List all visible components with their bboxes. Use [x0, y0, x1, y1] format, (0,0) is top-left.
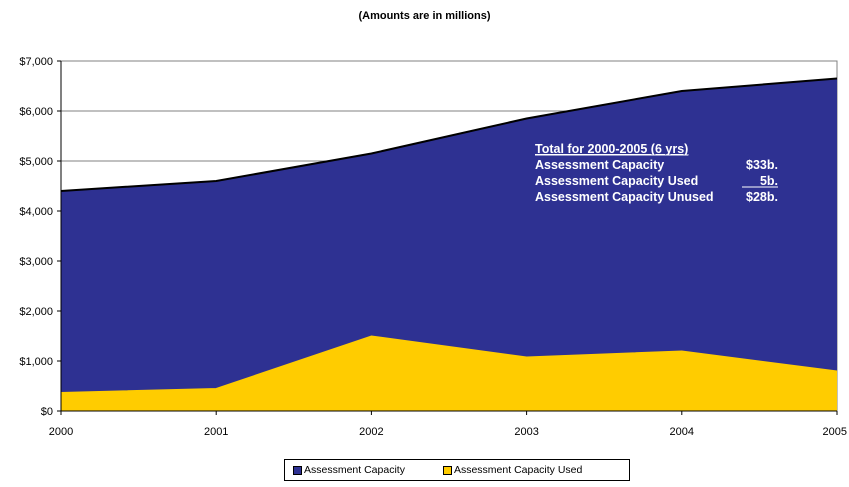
annotation-heading: Total for 2000-2005 (6 yrs) [535, 142, 688, 156]
x-tick-label-4: 2004 [670, 426, 694, 438]
annotation-label-0: Assessment Capacity [535, 158, 664, 172]
y-tick-label-4: $4,000 [19, 206, 53, 218]
annotation-value-0: $33b. [746, 158, 778, 172]
legend-item-assessment-capacity-used: Assessment Capacity Used [442, 464, 583, 476]
y-tick-label-1: $1,000 [19, 356, 53, 368]
y-tick-label-5: $5,000 [19, 156, 53, 168]
y-tick-label-6: $6,000 [19, 106, 53, 118]
annotation-label-2: Assessment Capacity Unused [535, 190, 714, 204]
area-outline-series-0 [60, 77, 838, 192]
x-tick-label-0: 2000 [49, 426, 73, 438]
legend-swatch-assessment-capacity-used [442, 465, 452, 475]
x-tick-label-2: 2002 [359, 426, 383, 438]
y-tick-label-0: $0 [41, 406, 53, 418]
x-tick-label-1: 2001 [204, 426, 228, 438]
x-tick-label-5: 2005 [823, 426, 847, 438]
chart-subtitle: (Amounts are in millions) [358, 10, 491, 22]
y-tick-label-2: $2,000 [19, 306, 53, 318]
x-tick-label-3: 2003 [514, 426, 538, 438]
chart-legend: Assessment Capacity Assessment Capacity … [284, 459, 630, 481]
legend-swatch-assessment-capacity [293, 465, 302, 475]
area-outline-series-1 [60, 335, 838, 393]
area-series-0 [61, 78, 837, 411]
y-tick-label-7: $7,000 [19, 56, 53, 68]
annotation-value-1: 5b. [760, 174, 778, 188]
y-tick-label-3: $3,000 [19, 256, 53, 268]
annotation-value-2: $28b. [746, 190, 778, 204]
legend-item-assessment-capacity: Assessment Capacity [293, 464, 405, 476]
annotation-label-1: Assessment Capacity Used [535, 174, 698, 188]
legend-label-assessment-capacity-used: Assessment Capacity Used [453, 464, 583, 476]
legend-label-assessment-capacity: Assessment Capacity [304, 464, 405, 476]
area-series-1 [61, 336, 837, 411]
